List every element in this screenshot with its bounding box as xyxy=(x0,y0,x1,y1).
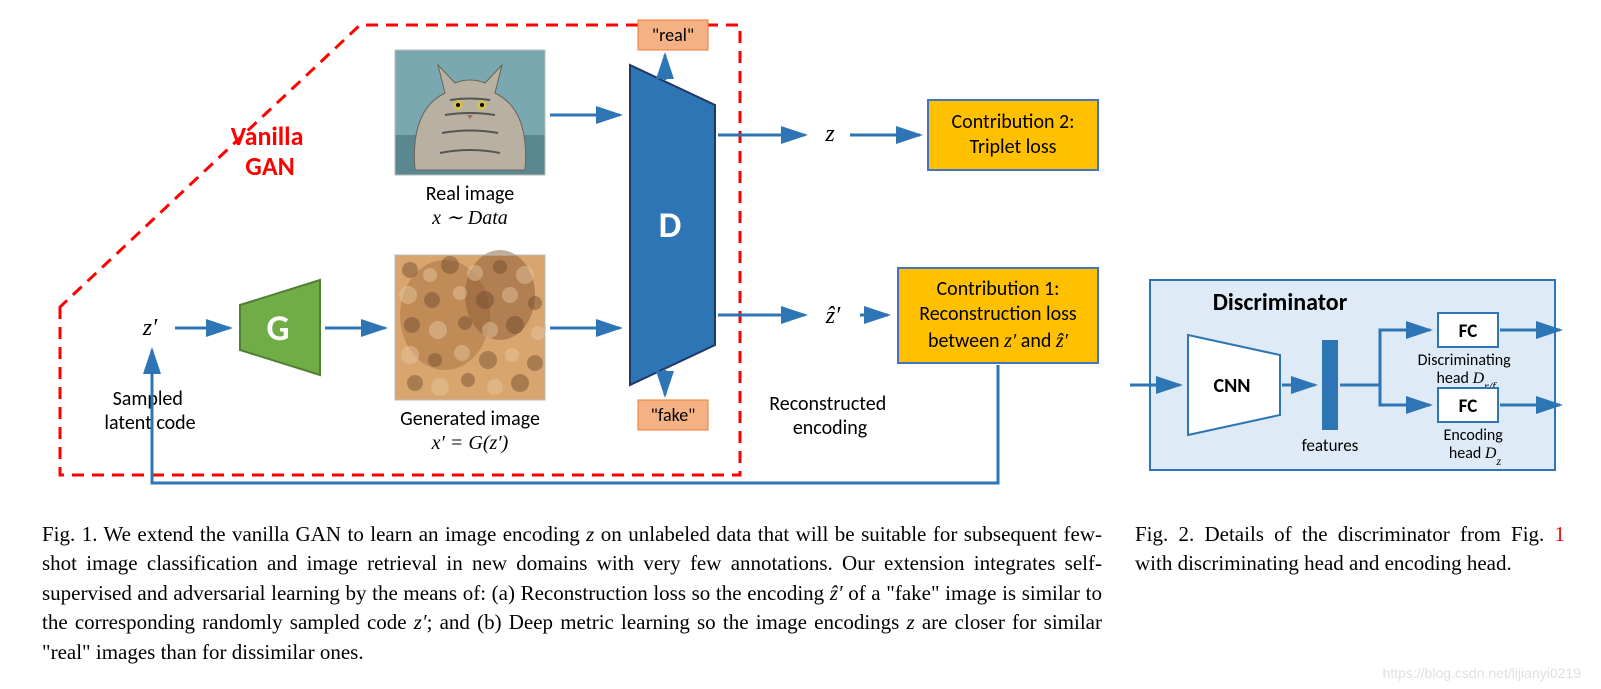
sampled-latent-label: Sampled latent code xyxy=(104,387,195,435)
real-image-label: Real image xyxy=(426,182,515,206)
features-bar xyxy=(1322,340,1338,430)
generated-image-label: Generated image xyxy=(400,407,540,431)
figure-2: Discriminator CNN features FC Discrimina… xyxy=(1130,275,1570,475)
real-image xyxy=(395,50,545,175)
cnn-label: CNN xyxy=(1214,374,1251,398)
z-label: z xyxy=(824,121,835,147)
generated-image xyxy=(395,250,545,400)
figure-1: Vanilla GAN z′ Sampled latent code G xyxy=(50,15,1100,485)
contrib1-line3: between z′ and ẑ′ xyxy=(928,329,1069,353)
contrib2-line1: Contribution 2: xyxy=(951,110,1074,134)
figure-2-caption: Fig. 2. Details of the discriminator fro… xyxy=(1135,520,1565,579)
real-image-sub: x ∼ Data xyxy=(431,207,508,229)
features-label: features xyxy=(1302,435,1359,456)
discriminator-label: D xyxy=(659,203,682,247)
page-root: Vanilla GAN z′ Sampled latent code G xyxy=(0,0,1601,689)
discriminator-title: Discriminator xyxy=(1213,288,1348,317)
generator-label: G xyxy=(267,306,290,350)
z-prime-label: z′ xyxy=(142,315,158,341)
contrib1-line1: Contribution 1: xyxy=(936,277,1059,301)
fc2-text: FC xyxy=(1459,395,1478,418)
feedback-arrow xyxy=(152,350,998,483)
zhat-label: ẑ′ xyxy=(825,303,841,329)
real-box-text: "real" xyxy=(652,24,694,46)
figure-1-caption: Fig. 1. We extend the vanilla GAN to lea… xyxy=(42,520,1102,667)
contrib2-line2: Triplet loss xyxy=(969,135,1056,159)
generated-image-sub: x′ = G(z′) xyxy=(431,432,509,454)
vanilla-gan-label: Vanilla GAN xyxy=(231,120,310,182)
reconstructed-label: Reconstructed encoding xyxy=(769,392,891,440)
fake-box-text: "fake" xyxy=(651,404,696,426)
watermark-text: https://blog.csdn.net/lijianyi0219 xyxy=(1383,665,1581,681)
contrib1-line2: Reconstruction loss xyxy=(919,302,1077,326)
fc1-text: FC xyxy=(1459,320,1478,343)
